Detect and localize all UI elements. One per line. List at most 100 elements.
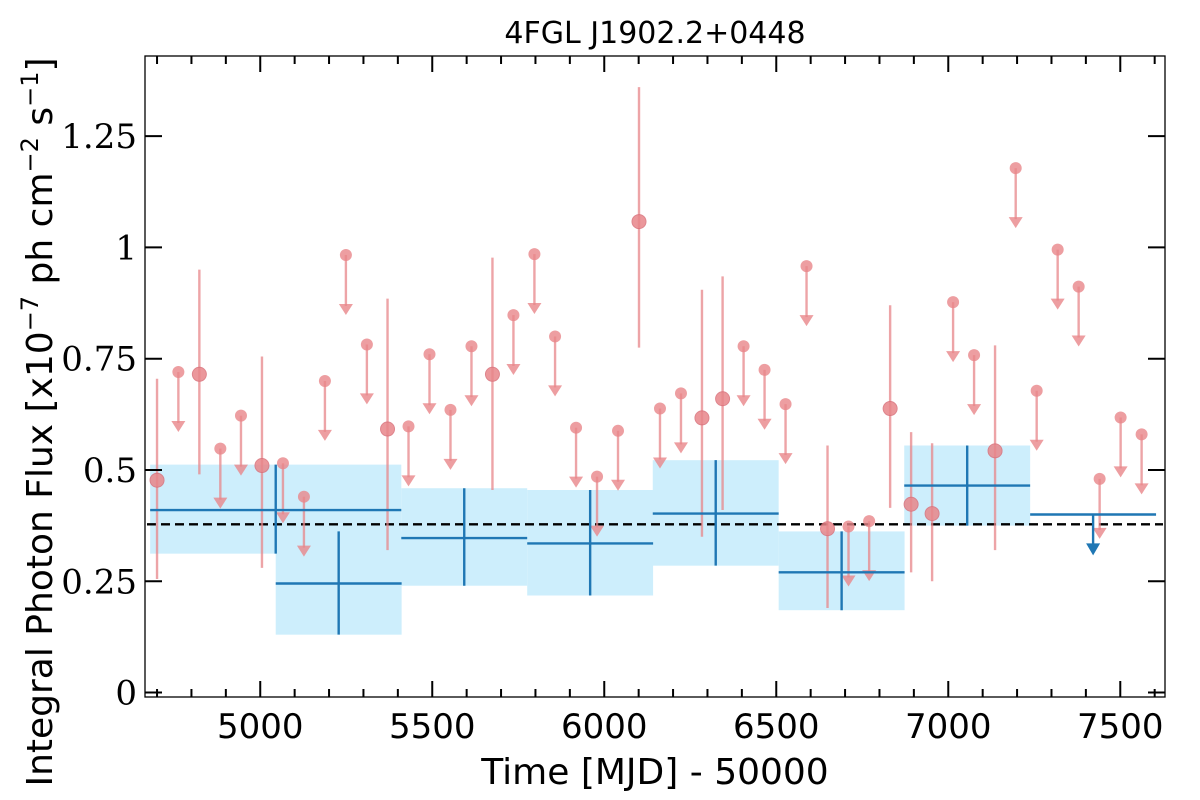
upper-limit-point — [234, 409, 247, 422]
data-point — [924, 506, 940, 522]
upper-limit-point — [1030, 384, 1043, 397]
upper-limit-arrow — [171, 421, 186, 433]
axes — [144, 55, 1166, 698]
upper-limit-point — [591, 470, 604, 483]
data-point — [882, 401, 898, 417]
upper-limit-arrow — [338, 303, 353, 315]
upper-limit-point — [1051, 243, 1064, 256]
x-tick-label: 6000 — [561, 707, 648, 747]
data-point — [631, 214, 647, 230]
upper-limit-arrow — [296, 545, 311, 557]
upper-limit-point — [779, 398, 792, 411]
upper-limit-arrow — [757, 418, 772, 430]
upper-limit-point — [507, 309, 520, 322]
upper-limit-point — [947, 296, 960, 309]
plot-frame — [144, 55, 1166, 698]
upper-limit-point — [737, 340, 750, 353]
y-tick-label: 1 — [115, 228, 137, 268]
upper-limit-arrow — [1029, 439, 1044, 451]
x-tick-label: 7500 — [1077, 707, 1164, 747]
data-point — [820, 521, 836, 537]
upper-limit-arrow — [1008, 217, 1023, 229]
binned-points — [150, 445, 1157, 635]
x-tick-label: 5500 — [389, 707, 476, 747]
upper-limit-point — [1135, 428, 1148, 441]
data-point — [380, 421, 396, 437]
upper-limit-point — [842, 520, 855, 533]
upper-limit-arrow — [569, 476, 584, 488]
x-axis-label: Time [MJD] - 50000 — [480, 752, 828, 793]
upper-limit-point — [402, 420, 415, 433]
data-point — [987, 443, 1003, 459]
upper-limit-arrow — [1134, 483, 1149, 495]
data-point — [191, 366, 207, 382]
upper-limit-arrow — [359, 393, 374, 405]
upper-limit-arrow — [673, 442, 688, 454]
upper-limit-point — [297, 490, 310, 503]
upper-limit-arrow — [611, 479, 626, 491]
upper-limit-point — [1072, 280, 1085, 293]
upper-limit-arrow — [778, 453, 793, 465]
upper-limit-arrow — [464, 395, 479, 407]
upper-limit-arrow — [233, 464, 248, 476]
y-axis-label-exponent: −7 — [16, 296, 44, 331]
upper-limit-arrow — [527, 303, 542, 315]
upper-limit-point — [549, 330, 562, 343]
y-axis-label-part: ] — [20, 57, 61, 71]
chart-title: 4FGL J1902.2+0448 — [504, 16, 805, 51]
data-point — [484, 366, 500, 382]
binned-upper-limit-arrow — [1086, 543, 1101, 556]
data-point — [694, 410, 710, 426]
y-tick-label: 0.5 — [83, 451, 137, 491]
data-point — [715, 391, 731, 407]
upper-limit-point — [674, 387, 687, 400]
upper-limit-arrow — [401, 475, 416, 487]
upper-limit-arrow — [317, 429, 332, 441]
upper-limit-arrow — [590, 525, 605, 537]
upper-limit-arrow — [967, 404, 982, 416]
upper-limit-point — [800, 260, 813, 273]
upper-limit-point — [528, 248, 541, 261]
y-tick-label: 1.25 — [61, 117, 137, 157]
y-tick-label: 0 — [115, 674, 137, 714]
upper-limit-point — [612, 424, 625, 437]
upper-limit-point — [1093, 472, 1106, 485]
x-tick-label: 7000 — [905, 707, 992, 747]
y-axis-label-part: Integral Photon Flux [x10 — [20, 331, 61, 786]
upper-limit-arrow — [652, 457, 667, 469]
upper-limit-point — [339, 248, 352, 261]
upper-limit-arrow — [548, 385, 563, 397]
data-point — [149, 472, 165, 488]
y-axis-label-part: s — [20, 107, 61, 137]
upper-limit-point — [863, 515, 876, 528]
upper-limit-arrow — [946, 351, 961, 363]
upper-limit-point — [214, 442, 227, 455]
upper-limit-arrow — [1092, 527, 1107, 539]
upper-limit-arrow — [841, 575, 856, 587]
y-axis-label: Integral Photon Flux [x10−7 ph cm−2 s−1] — [16, 57, 61, 786]
upper-limit-arrow — [443, 458, 458, 470]
data-point — [254, 458, 270, 474]
x-tick-label: 5000 — [217, 707, 304, 747]
y-tick-label: 0.75 — [61, 340, 137, 380]
upper-limit-arrow — [1113, 466, 1128, 478]
y-tick-label: 0.25 — [61, 562, 137, 602]
upper-limit-arrow — [799, 315, 814, 327]
tick-labels: 5000 5500 6000 6500 7000 7500 0 0.25 0.5 0.75 1 1.2… — [61, 117, 1163, 747]
upper-limit-arrow — [1071, 335, 1086, 347]
upper-limit-arrow — [422, 403, 437, 415]
upper-limit-arrow — [275, 512, 290, 524]
upper-limit-point — [1009, 162, 1022, 175]
x-tick-label: 6500 — [733, 707, 820, 747]
y-axis-label-exponent: −1 — [16, 72, 44, 107]
upper-limit-point — [360, 338, 373, 351]
upper-limit-arrow — [506, 364, 521, 376]
upper-limit-point — [1114, 411, 1127, 424]
upper-limit-point — [423, 348, 436, 361]
upper-limit-point — [968, 349, 981, 362]
y-axis-label-exponent: −2 — [16, 137, 44, 172]
upper-limit-point — [444, 403, 457, 416]
upper-limit-point — [758, 363, 771, 376]
upper-limit-point — [653, 402, 666, 415]
